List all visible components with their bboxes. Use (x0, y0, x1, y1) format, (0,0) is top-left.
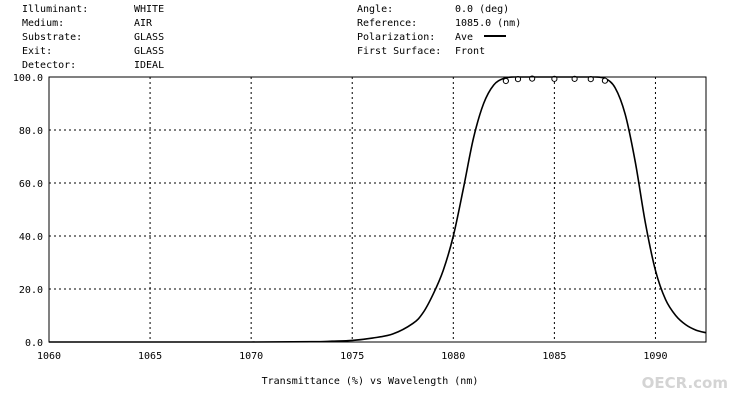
detector-label: Detector: (22, 60, 76, 71)
y-tick-label: 60.0 (19, 179, 43, 190)
x-tick-label: 1085 (542, 351, 566, 362)
polarization-label: Polarization: (357, 32, 435, 43)
exit-value: GLASS (134, 46, 164, 57)
y-tick-label: 0.0 (25, 338, 43, 349)
first-surface-label: First Surface: (357, 46, 441, 57)
y-tick-label: 100.0 (13, 73, 43, 84)
angle-label: Angle: (357, 4, 393, 15)
first-surface-value: Front (455, 46, 485, 57)
y-tick-labels: 0.0 20.0 40.0 60.0 80.0 100.0 (13, 73, 43, 349)
x-tick-label: 1065 (138, 351, 162, 362)
axes-frame (48, 76, 707, 343)
y-tick-label: 20.0 (19, 285, 43, 296)
x-tick-labels: 1060 1065 1070 1075 1080 1085 1090 (37, 351, 668, 362)
x-axis-label: Transmittance (%) vs Wavelength (nm) (262, 376, 479, 387)
watermark: OECR.com (642, 374, 728, 392)
medium-value: AIR (134, 18, 153, 29)
header-left: Illuminant: WHITE Medium: AIR Substrate:… (22, 4, 164, 71)
x-tick-label: 1075 (340, 351, 364, 362)
medium-label: Medium: (22, 18, 64, 29)
reference-value: 1085.0 (nm) (455, 18, 521, 29)
y-tick-label: 40.0 (19, 232, 43, 243)
y-tick-label: 80.0 (19, 126, 43, 137)
substrate-value: GLASS (134, 32, 164, 43)
reference-label: Reference: (357, 18, 417, 29)
x-tick-label: 1080 (441, 351, 465, 362)
angle-value: 0.0 (deg) (455, 4, 509, 15)
series-point (601, 77, 609, 84)
polarization-value: Ave (455, 32, 473, 43)
x-tick-label: 1070 (239, 351, 263, 362)
series-point (571, 75, 578, 82)
series-point (551, 75, 558, 82)
illuminant-label: Illuminant: (22, 4, 88, 15)
x-tick-label: 1060 (37, 351, 61, 362)
x-tick-label: 1090 (643, 351, 667, 362)
series-line-ave (48, 76, 707, 343)
series-point (502, 77, 509, 85)
series (48, 75, 707, 343)
grid (49, 76, 706, 342)
exit-label: Exit: (22, 46, 52, 57)
substrate-label: Substrate: (22, 32, 82, 43)
detector-value: IDEAL (134, 60, 164, 71)
illuminant-value: WHITE (134, 4, 164, 15)
header-right: Angle: 0.0 (deg) Reference: 1085.0 (nm) … (357, 4, 521, 57)
